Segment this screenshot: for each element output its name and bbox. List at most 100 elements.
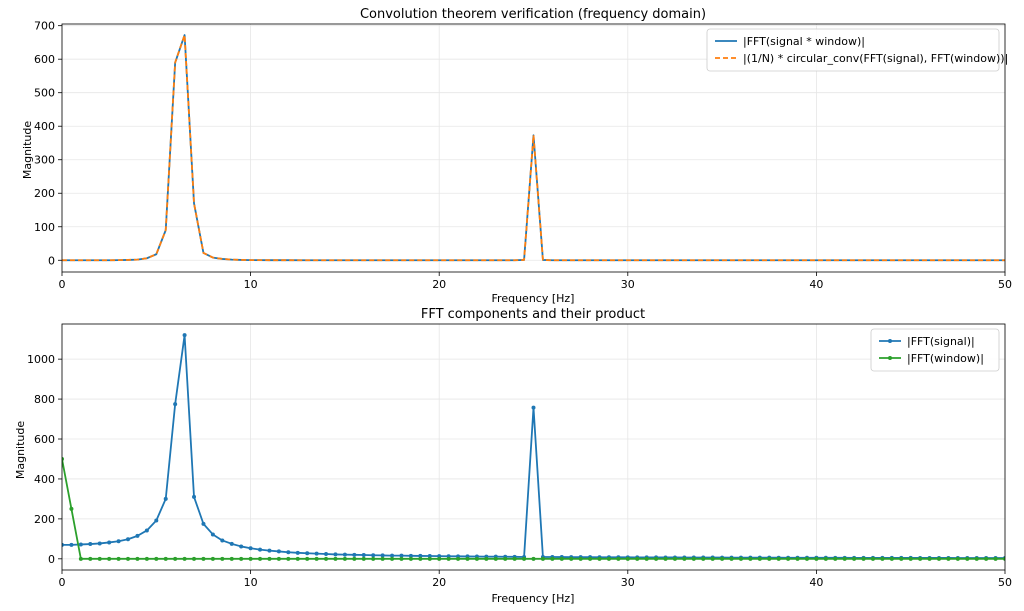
x-tick-label: 20 — [432, 278, 446, 291]
series-point-1 — [974, 556, 979, 561]
series-line-1 — [62, 458, 1005, 560]
series-point-1 — [484, 556, 489, 561]
series-point-1 — [578, 556, 583, 561]
series-point-1 — [701, 556, 706, 561]
series-point-0 — [333, 552, 338, 557]
series-point-1 — [861, 556, 866, 561]
series-point-1 — [550, 556, 555, 561]
series-line-1 — [62, 34, 1005, 262]
series-point-1 — [314, 556, 319, 561]
series-point-0 — [69, 542, 74, 547]
axes-frame — [61, 323, 1006, 571]
series-point-1 — [371, 556, 376, 561]
series-point-1 — [936, 556, 941, 561]
series-point-0 — [163, 496, 168, 501]
x-tick-label: 50 — [998, 576, 1012, 589]
series-point-0 — [192, 494, 197, 499]
series-point-1 — [267, 556, 272, 561]
series-point-0 — [210, 532, 215, 537]
series-point-1 — [352, 556, 357, 561]
series-point-1 — [97, 556, 102, 561]
series-point-1 — [870, 556, 875, 561]
y-tick-label: 200 — [34, 187, 55, 200]
series-point-1 — [616, 556, 621, 561]
series-point-1 — [748, 556, 753, 561]
series-point-0 — [427, 554, 432, 559]
series-group — [62, 333, 1005, 561]
series-point-1 — [522, 556, 527, 561]
series-point-1 — [899, 556, 904, 561]
series-point-1 — [691, 556, 696, 561]
series-point-1 — [503, 556, 508, 561]
y-tick-label: 500 — [34, 87, 55, 100]
series-point-1 — [408, 556, 413, 561]
legend-label-0: |FFT(signal * window)| — [743, 35, 865, 48]
x-tick-label: 0 — [59, 278, 66, 291]
series-point-1 — [720, 556, 725, 561]
series-point-0 — [62, 542, 64, 547]
series-point-1 — [427, 556, 432, 561]
legend: |FFT(signal * window)| |(1/N) * circular_… — [706, 28, 1008, 72]
series-point-1 — [833, 556, 838, 561]
x-tick-label: 40 — [809, 278, 823, 291]
series-point-1 — [390, 556, 395, 561]
series-point-0 — [286, 550, 291, 555]
series-point-1 — [795, 556, 800, 561]
series-point-1 — [993, 556, 998, 561]
series-point-0 — [305, 551, 310, 556]
series-point-1 — [559, 556, 564, 561]
series-point-1 — [757, 556, 762, 561]
series-point-1 — [62, 456, 64, 461]
series-point-1 — [908, 556, 913, 561]
y-tick-label: 700 — [34, 20, 55, 33]
y-tick-label: 0 — [48, 553, 55, 566]
series-point-1 — [69, 506, 74, 511]
series-point-0 — [135, 533, 140, 538]
series-point-1 — [135, 556, 140, 561]
y-tick-label: 600 — [34, 433, 55, 446]
series-point-1 — [776, 556, 781, 561]
series-point-1 — [154, 556, 159, 561]
y-tick-label: 800 — [34, 393, 55, 406]
series-point-1 — [889, 556, 894, 561]
series-point-1 — [625, 556, 630, 561]
series-point-0 — [352, 552, 357, 557]
legend-label-1: |(1/N) * circular_conv(FFT(signal), FFT(… — [743, 52, 1008, 65]
series-point-1 — [192, 556, 197, 561]
series-point-0 — [531, 405, 536, 410]
series-point-1 — [946, 556, 951, 561]
series-point-0 — [342, 552, 347, 557]
series-point-1 — [672, 556, 677, 561]
series-point-1 — [295, 556, 300, 561]
series-point-0 — [267, 548, 272, 553]
series-point-1 — [418, 556, 423, 561]
legend-marker-0 — [888, 339, 892, 343]
series-point-1 — [248, 556, 253, 561]
series-point-1 — [663, 556, 668, 561]
series-point-0 — [418, 553, 423, 558]
series-point-0 — [314, 551, 319, 556]
series-point-0 — [408, 553, 413, 558]
series-point-1 — [918, 556, 923, 561]
series-point-0 — [371, 553, 376, 558]
y-tick-label: 200 — [34, 513, 55, 526]
series-point-1 — [456, 556, 461, 561]
series-point-1 — [399, 556, 404, 561]
series-point-1 — [955, 556, 960, 561]
legend-marker-1 — [888, 356, 892, 360]
series-point-0 — [361, 553, 366, 558]
series-point-1 — [333, 556, 338, 561]
series-point-1 — [635, 556, 640, 561]
series-point-1 — [767, 556, 772, 561]
series-point-1 — [786, 556, 791, 561]
series-point-1 — [531, 556, 536, 561]
series-point-0 — [182, 333, 187, 338]
series-point-1 — [540, 556, 545, 561]
series-point-0 — [107, 540, 112, 545]
x-axis-label: Frequency [Hz] — [492, 592, 575, 605]
series-point-1 — [927, 556, 932, 561]
series-point-1 — [654, 556, 659, 561]
series-point-1 — [597, 556, 602, 561]
series-point-1 — [738, 556, 743, 561]
legend-box — [706, 28, 1000, 72]
